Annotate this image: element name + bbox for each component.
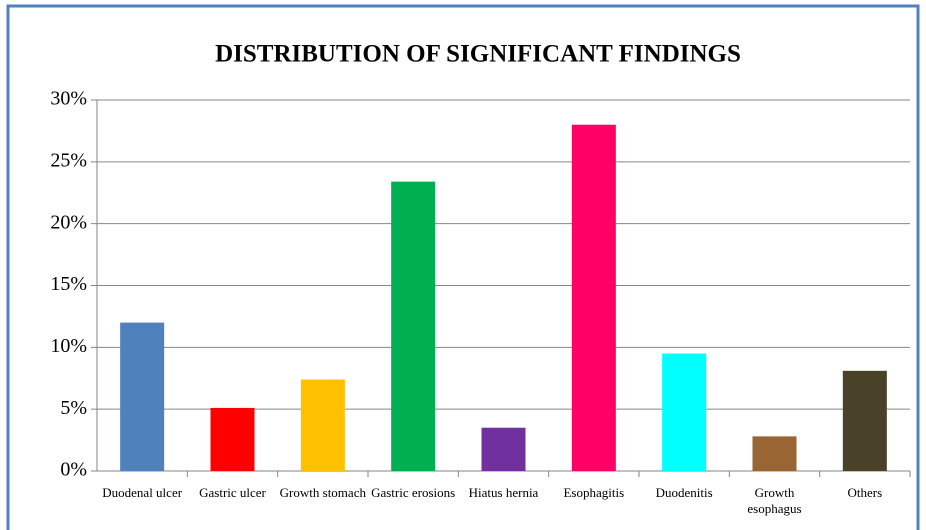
x-tick-label: Growth stomach [279,485,366,500]
x-tick-label: Esophagitis [563,485,625,500]
y-tick-label: 5% [60,397,87,419]
bar [842,370,887,471]
x-tick-label: Others [847,485,883,500]
y-tick-label: 0% [60,459,87,481]
x-tick-label: Duodenal ulcer [102,485,183,500]
frame [6,4,920,530]
bar [300,379,345,471]
bar [662,353,707,471]
x-tick-label: Duodenitis [655,485,713,500]
x-tick-label: Gastric erosions [371,485,456,500]
x-tick-label: Hiatus hernia [468,485,539,500]
y-tick-label: 25% [50,149,87,171]
y-tick-label: 15% [50,273,87,295]
bar [571,124,616,471]
x-tick-label: Growth esophagus [747,485,802,516]
y-tick-label: 30% [50,88,87,110]
chart-title: DISTRIBUTION OF SIGNIFICANT FINDINGS [215,41,741,68]
y-tick-label: 20% [50,211,87,233]
bar [752,436,797,471]
x-tick-label: Gastric ulcer [199,485,266,500]
y-tick-label: 10% [50,335,87,357]
bar [120,322,165,471]
bar [210,407,255,471]
bar [391,181,436,471]
bar [481,427,526,471]
